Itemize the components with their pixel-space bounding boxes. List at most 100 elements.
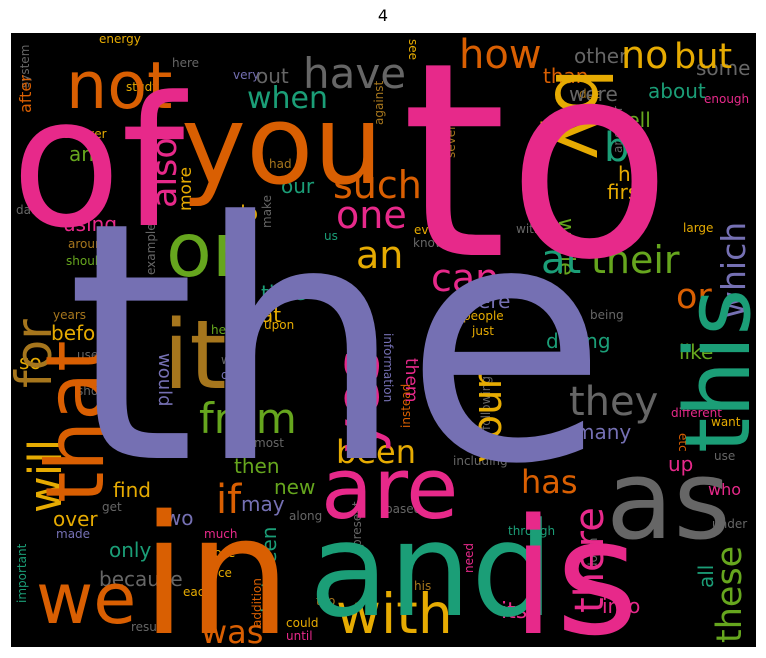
cloud-word-and: and (309, 494, 554, 646)
cloud-word-under: under (712, 517, 747, 531)
cloud-word-up: up (668, 452, 693, 476)
cloud-word-large: large (683, 221, 713, 235)
cloud-word-be: be (604, 125, 654, 171)
cloud-word-our: our (281, 174, 315, 198)
cloud-word-then: then (234, 454, 280, 478)
cloud-word-people: people (463, 309, 504, 323)
cloud-word-should: should (66, 254, 106, 268)
cloud-word-present: present (350, 501, 364, 547)
cloud-word-information: information (381, 333, 395, 402)
cloud-word-like: like (679, 340, 713, 364)
cloud-word-us: us (324, 229, 338, 243)
cloud-word-out: out (256, 64, 289, 88)
cloud-word-here: here (172, 56, 199, 70)
cloud-word-than: than (543, 64, 588, 88)
cloud-word-first: first (607, 180, 646, 204)
cloud-word-new: new (274, 475, 315, 499)
cloud-word-well: well (611, 108, 651, 132)
cloud-word-being: being (590, 308, 624, 322)
cloud-word-those: those (202, 546, 235, 560)
cloud-word-such: such (333, 163, 422, 207)
cloud-word-until: until (286, 629, 313, 643)
cloud-word-at: at (541, 237, 581, 283)
cloud-word-energy: energy (99, 33, 141, 46)
cloud-word-need: need (462, 543, 476, 573)
cloud-word-using: using (63, 212, 117, 236)
cloud-word-are: are (321, 440, 458, 539)
cloud-word-once: once (203, 566, 232, 580)
cloud-word-was: was (201, 613, 263, 647)
cloud-word-example: example (144, 223, 158, 275)
cloud-word-without: without (516, 222, 561, 236)
cloud-word-since: since (472, 363, 503, 377)
cloud-word-within: within (430, 320, 444, 356)
cloud-word-an: an (356, 233, 403, 277)
cloud-word-addition: addition (250, 578, 264, 627)
cloud-word-their: their (591, 238, 680, 282)
cloud-word-years: years (53, 308, 86, 322)
cloud-word-all: all (694, 565, 718, 588)
cloud-word-some: some (696, 56, 750, 80)
cloud-word-etc: etc (676, 433, 690, 452)
cloud-word-these: these (710, 546, 750, 643)
cloud-word-about: about (648, 79, 706, 103)
cloud-word-your: your (465, 373, 511, 463)
cloud-word-one: one (336, 193, 407, 237)
cloud-word-made: made (56, 527, 90, 541)
cloud-word-down: down (586, 538, 600, 570)
cloud-word-with: with (336, 582, 453, 646)
cloud-word-due: due (579, 87, 602, 101)
cloud-word-its: its (501, 599, 527, 624)
cloud-word-more: more (176, 167, 196, 211)
cloud-word-following: following (479, 376, 493, 430)
word-cloud-canvas: however data energy system here study very see a… (11, 33, 756, 647)
cloud-word-we: we (36, 558, 136, 640)
cloud-word-two: two (157, 506, 193, 530)
cloud-word-by: by (538, 68, 626, 160)
cloud-word-different: different (671, 406, 722, 420)
cloud-word-results: results (131, 620, 171, 634)
cloud-word-make: make (260, 195, 274, 228)
cloud-word-also: also (145, 137, 185, 208)
cloud-word-how: how (459, 33, 542, 78)
cloud-word-after: after (16, 75, 35, 113)
cloud-word-he: he (618, 162, 643, 186)
cloud-word-yes: yes (323, 349, 393, 453)
cloud-word-study: study (126, 80, 159, 94)
cloud-word-upon: upon (264, 318, 294, 332)
cloud-word-will: will (19, 439, 72, 513)
cloud-word-into: into (602, 594, 640, 618)
cloud-word-may: may (241, 492, 285, 516)
cloud-word-which: which (714, 222, 753, 318)
cloud-word-find: find (113, 478, 151, 502)
cloud-word-only: only (109, 538, 151, 562)
cloud-word-for: for (11, 319, 63, 388)
cloud-word-of: of (11, 59, 188, 268)
cloud-word-you: you (181, 81, 383, 209)
cloud-word-use: use (714, 449, 735, 463)
cloud-word-does: does (221, 368, 250, 382)
cloud-word-help: help (211, 323, 237, 337)
cloud-word-around: around (68, 237, 110, 251)
cloud-word-based: based (385, 502, 421, 516)
figure-title: 4 (377, 6, 389, 25)
cloud-word-where: where (449, 289, 510, 313)
cloud-word-so: so (19, 350, 42, 374)
cloud-word-data: data (16, 203, 43, 217)
cloud-word-several: several (444, 114, 458, 158)
cloud-word-do: do (233, 201, 258, 225)
cloud-word-or: or (676, 277, 712, 317)
cloud-word-his: his (414, 579, 431, 593)
cloud-word-many: many (575, 420, 631, 444)
cloud-word-to: to (401, 33, 672, 319)
cloud-word-while: while (553, 218, 578, 276)
cloud-word-can: can (431, 256, 499, 300)
cloud-word-other: other (574, 44, 628, 68)
cloud-word-no: no (621, 33, 668, 77)
cloud-word-know: know (413, 236, 445, 250)
cloud-word-on: on (166, 206, 259, 294)
cloud-word-have: have (303, 49, 406, 98)
cloud-word-had: had (269, 157, 292, 171)
cloud-word-including: including (453, 454, 508, 468)
cloud-word-over: over (53, 507, 98, 531)
